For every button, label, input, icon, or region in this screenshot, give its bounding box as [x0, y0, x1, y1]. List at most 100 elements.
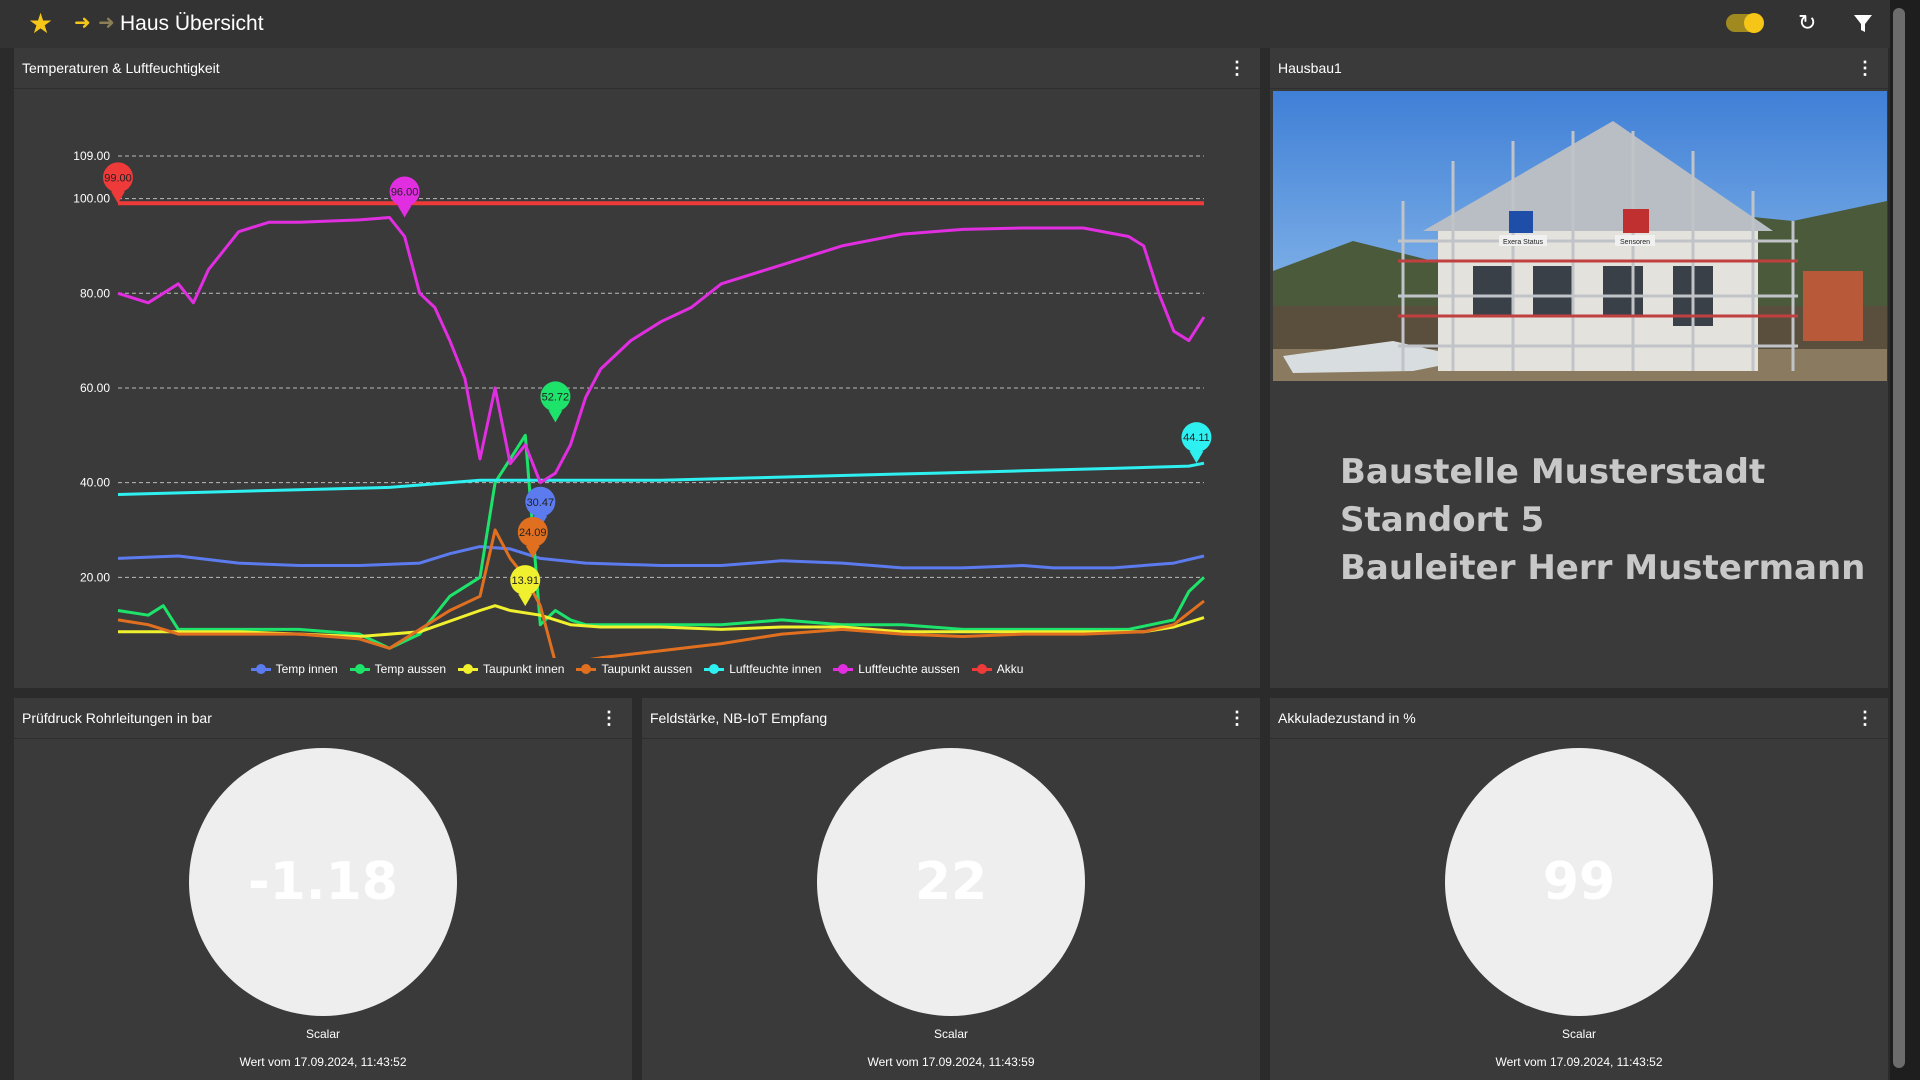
legend-swatch [349, 664, 370, 675]
y-tick-label: 80.00 [80, 286, 110, 300]
page-scrollbar[interactable] [1890, 0, 1920, 1080]
y-tick-label: 109.00 [73, 149, 110, 163]
sensor-icon [1623, 209, 1649, 233]
gauge-timestamp: Wert vom 17.09.2024, 11:43:52 [1495, 1055, 1663, 1069]
marker-label: 30.47 [527, 497, 555, 509]
y-tick-label: 60.00 [80, 381, 110, 395]
marker-label: 96.00 [391, 187, 419, 199]
y-tick-label: 100.00 [73, 192, 110, 206]
gauge-value: -1.18 [248, 852, 398, 912]
sensor-status-icon [1509, 211, 1533, 233]
gauge-panel-header: Akkuladezustand in % ⋮ [1270, 698, 1888, 739]
legend-label: Akku [996, 662, 1024, 676]
marker-pin [517, 516, 548, 547]
marker-label: 24.09 [519, 527, 547, 539]
gauge-panel-title: Akkuladezustand in % [1278, 710, 1416, 726]
site-info-line: Bauleiter Herr Mustermann [1340, 548, 1866, 588]
gauge-panel-title: Prüfdruck Rohrleitungen in bar [22, 710, 212, 726]
legend-label: Taupunkt innen [483, 662, 565, 676]
marker-pin [389, 176, 420, 207]
refresh-icon[interactable]: ↻ [1798, 10, 1817, 35]
gauge-value: 99 [1542, 852, 1616, 912]
arrow-left-icon[interactable]: ➜ [74, 12, 91, 34]
star-icon[interactable]: ★ [28, 8, 54, 39]
toggle-switch[interactable] [1726, 13, 1764, 33]
marker-pin [397, 205, 412, 218]
marker-pin [111, 191, 125, 204]
gauge-panel-pressure: Prüfdruck Rohrleitungen in bar ⋮ -1.18 S… [14, 698, 632, 1080]
marker-pin [540, 381, 571, 412]
chart-legend: Temp innen Temp aussen Taupunkt innen Taupu… [14, 662, 1260, 676]
series-line [117, 528, 1205, 658]
legend-label: Taupunkt aussen [601, 662, 693, 676]
marker-label: 44.11 [1183, 432, 1210, 444]
series-line [118, 604, 1205, 638]
marker-pin [525, 545, 540, 558]
series-line [117, 216, 1206, 485]
toggle-knob [1744, 13, 1764, 33]
site-info: Baustelle Musterstadt Standort 5 Bauleit… [1340, 448, 1865, 592]
legend-swatch [250, 664, 271, 675]
y-tick-label: 40.00 [80, 476, 110, 490]
marker-pin [525, 486, 556, 517]
filter-icon[interactable] [1850, 10, 1876, 36]
marker-label: 99.00 [104, 172, 132, 184]
gauge-timestamp: Wert vom 17.09.2024, 11:43:59 [867, 1055, 1035, 1069]
legend-item[interactable]: Taupunkt innen [458, 662, 564, 676]
more-vert-icon[interactable]: ⋮ [1856, 58, 1874, 78]
page-title: Haus Übersicht [120, 12, 264, 35]
gauge-circle: 99 [1445, 748, 1713, 1016]
construction-photo: Exera Status Sensoren [1273, 91, 1887, 381]
chart-panel-title: Temperaturen & Luftfeuchtigkeit [22, 60, 220, 76]
legend-swatch [833, 664, 854, 675]
marker-pin [510, 565, 541, 596]
series-line [117, 461, 1205, 496]
top-bar: ★ ➜ ➜ Haus Übersicht ↻ [0, 0, 1890, 48]
legend-label: Temp aussen [374, 662, 447, 676]
gauge-panel-header: Feldstärke, NB-IoT Empfang ⋮ [642, 698, 1260, 739]
legend-item[interactable]: Taupunkt aussen [576, 662, 692, 676]
legend-label: Temp innen [275, 662, 338, 676]
legend-item[interactable]: Temp innen [250, 662, 338, 676]
y-tick-label: 20.00 [80, 570, 110, 584]
series-line [117, 433, 1206, 650]
legend-swatch [458, 664, 479, 675]
gauge-panel-signal: Feldstärke, NB-IoT Empfang ⋮ 22 Scalar W… [642, 698, 1260, 1080]
gauge-label: Scalar [933, 1027, 968, 1041]
site-info-line: Baustelle Musterstadt [1340, 452, 1766, 492]
legend-label: Luftfeuchte aussen [858, 662, 960, 676]
house-illustration: Exera Status Sensoren [1273, 91, 1887, 381]
arrow-right-icon[interactable]: ➜ [98, 12, 115, 34]
site-info-line: Standort 5 [1340, 500, 1545, 540]
line-chart: 0.0020.0040.0060.0080.00100.00109.0014.0… [73, 149, 1212, 658]
gauge-circle: 22 [817, 748, 1085, 1016]
image-panel: Hausbau1 ⋮ [1270, 48, 1888, 688]
photo-label-status: Exera Status [1503, 239, 1544, 246]
legend-label: Luftfeuchte innen [729, 662, 822, 676]
marker-pin [103, 162, 133, 193]
gauge-label: Scalar [1561, 1027, 1596, 1041]
gauge-timestamp: Wert vom 17.09.2024, 11:43:52 [239, 1055, 407, 1069]
marker-label: 52.72 [542, 391, 570, 403]
marker-pin [1189, 451, 1204, 464]
image-panel-header: Hausbau1 ⋮ [1270, 48, 1888, 89]
legend-item[interactable]: Luftfeuchte aussen [833, 662, 960, 676]
more-vert-icon[interactable]: ⋮ [600, 708, 618, 728]
legend-item[interactable]: Akku [971, 662, 1024, 676]
legend-item[interactable]: Luftfeuchte innen [704, 662, 821, 676]
chart-panel-header: Temperaturen & Luftfeuchtigkeit ⋮ [14, 48, 1260, 89]
legend-swatch [704, 664, 725, 675]
more-vert-icon[interactable]: ⋮ [1856, 708, 1874, 728]
scrollbar-thumb[interactable] [1893, 8, 1905, 1068]
more-vert-icon[interactable]: ⋮ [1228, 708, 1246, 728]
image-panel-title: Hausbau1 [1278, 60, 1342, 76]
more-vert-icon[interactable]: ⋮ [1228, 58, 1246, 78]
gauge-panel-title: Feldstärke, NB-IoT Empfang [650, 710, 828, 726]
legend-swatch [971, 664, 992, 675]
photo-label-sensors: Sensoren [1620, 239, 1650, 246]
marker-pin [518, 594, 533, 607]
legend-swatch [576, 664, 597, 675]
marker-pin [1181, 422, 1212, 453]
legend-item[interactable]: Temp aussen [349, 662, 447, 676]
gauge-label: Scalar [305, 1027, 340, 1041]
